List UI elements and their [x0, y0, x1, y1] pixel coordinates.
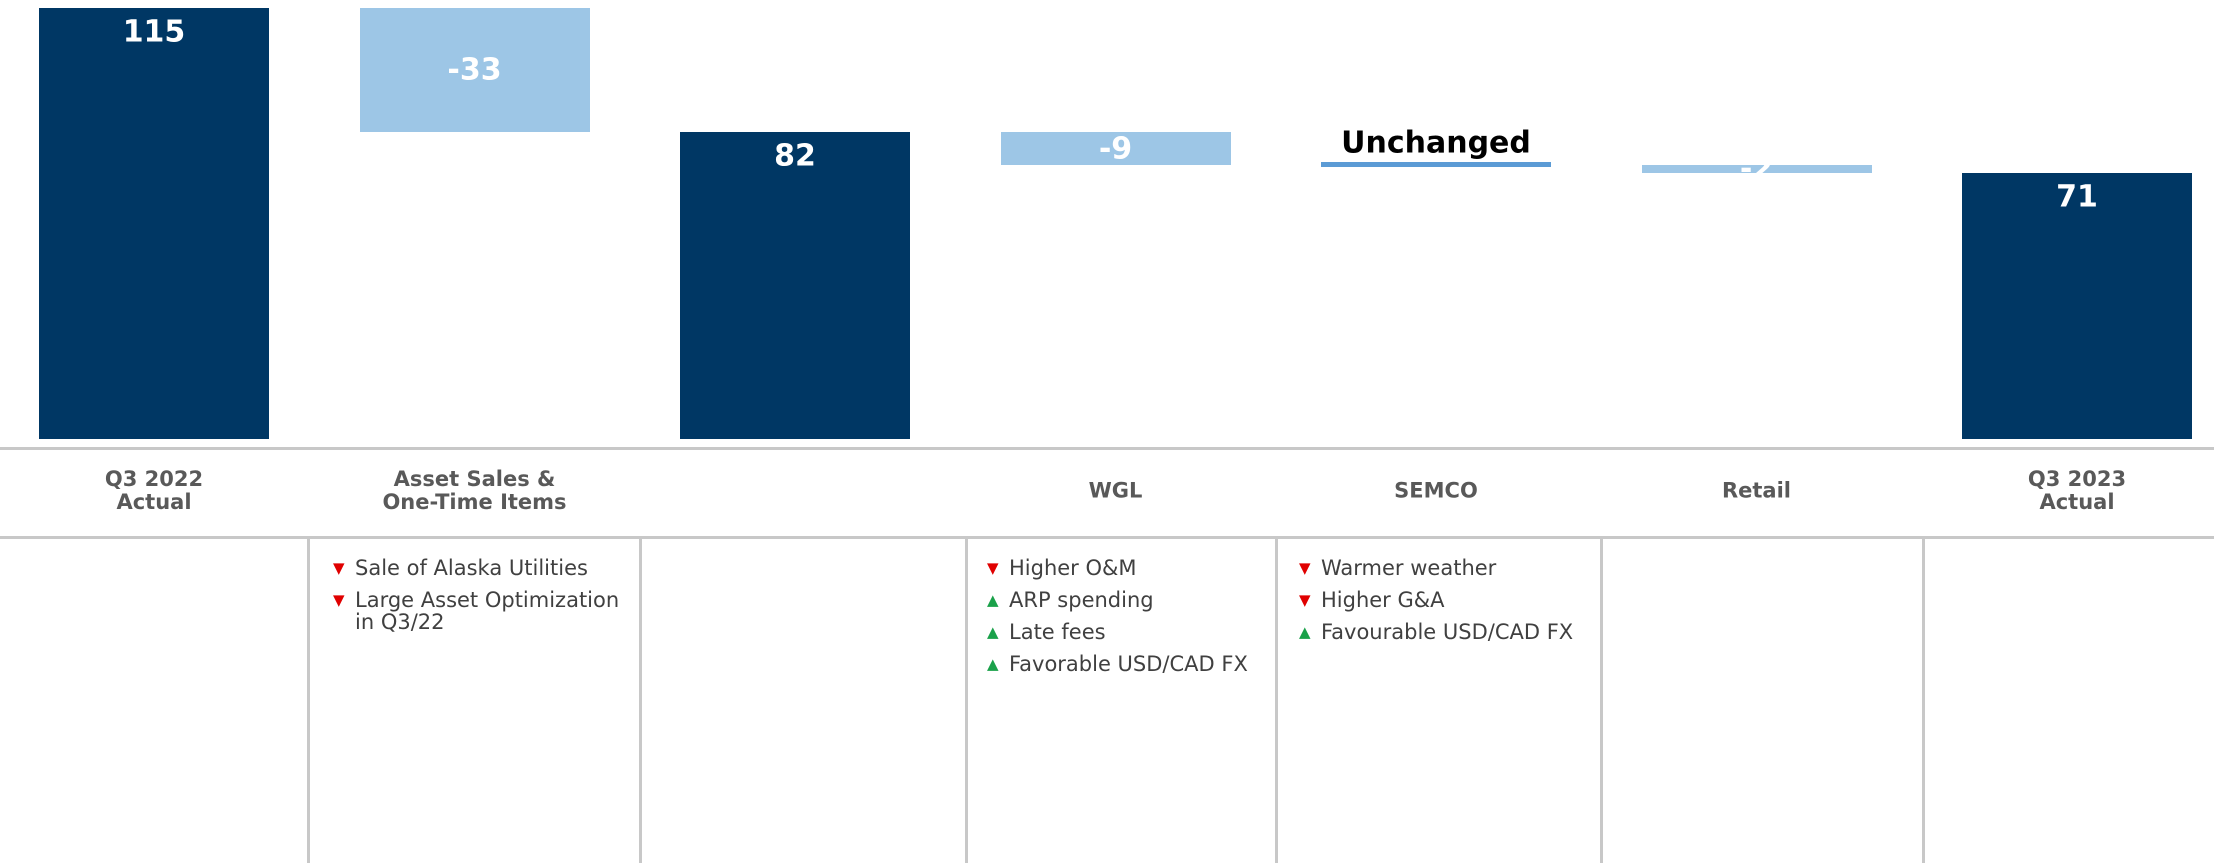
bar	[39, 8, 269, 439]
separator	[0, 536, 2214, 539]
value-label: 82	[774, 138, 816, 174]
note-marker: ▼	[1299, 559, 1311, 577]
bar	[1962, 172, 2192, 439]
note-marker: ▼	[987, 559, 999, 577]
divider	[965, 538, 968, 863]
note: ▼ Higher G&A	[1299, 589, 1445, 611]
note-text: Warmer weather	[1321, 556, 1497, 580]
category-label: SEMCO	[1394, 478, 1478, 503]
divider	[639, 538, 642, 863]
note-marker: ▲	[987, 591, 999, 609]
note-text: Sale of Alaska Utilities	[355, 556, 588, 580]
bar	[359, 8, 590, 132]
note-text: ARP spending	[1009, 588, 1154, 612]
note-marker: ▼	[333, 591, 345, 609]
note-marker: ▼	[1299, 591, 1311, 609]
value-label: -2	[1739, 151, 1774, 187]
category-label: Q3 2023 Actual	[2027, 467, 2127, 514]
bar	[1321, 162, 1551, 168]
divider	[1275, 538, 1278, 863]
note: ▲ ARP spending	[987, 589, 1154, 611]
note-marker: ▼	[333, 559, 345, 577]
note-text: Higher G&A	[1321, 588, 1445, 612]
value-label: -9	[1098, 131, 1133, 167]
value-label: -33	[447, 52, 502, 88]
note: ▲ Late fees	[987, 621, 1106, 643]
note: ▼ Higher O&M	[987, 557, 1137, 579]
note-text: Large Asset Optimization in Q3/22	[355, 588, 620, 634]
divider	[307, 538, 310, 863]
separator	[0, 447, 2214, 450]
category-label: WGL	[1088, 478, 1143, 503]
note: ▼ Sale of Alaska Utilities	[333, 557, 588, 579]
note: ▲ Favourable USD/CAD FX	[1299, 621, 1573, 643]
divider	[1922, 538, 1925, 863]
note-marker: ▲	[987, 655, 999, 673]
note: ▼ Warmer weather	[1299, 557, 1496, 579]
category-label: Retail	[1721, 478, 1792, 503]
divider	[1600, 538, 1603, 863]
note-text: Late fees	[1009, 620, 1106, 644]
bar	[1000, 131, 1231, 166]
note-marker: ▲	[1299, 623, 1311, 641]
value-label: Unchanged	[1341, 125, 1531, 161]
note: ▼ Large Asset Optimization in Q3/22	[333, 589, 619, 633]
note-text: Favorable USD/CAD FX	[1009, 652, 1248, 676]
note-text: Higher O&M	[1009, 556, 1137, 580]
value-label: 115	[122, 14, 186, 50]
bar	[1641, 165, 1872, 173]
value-label: 71	[2056, 179, 2098, 215]
bar	[680, 131, 910, 439]
note: ▲ Favorable USD/CAD FX	[987, 653, 1248, 675]
category-label: Q3 2022 Actual	[104, 467, 204, 514]
note-text: Favourable USD/CAD FX	[1321, 620, 1574, 644]
note-marker: ▲	[987, 623, 999, 641]
category-label: Asset Sales & One-Time Items	[382, 467, 567, 514]
